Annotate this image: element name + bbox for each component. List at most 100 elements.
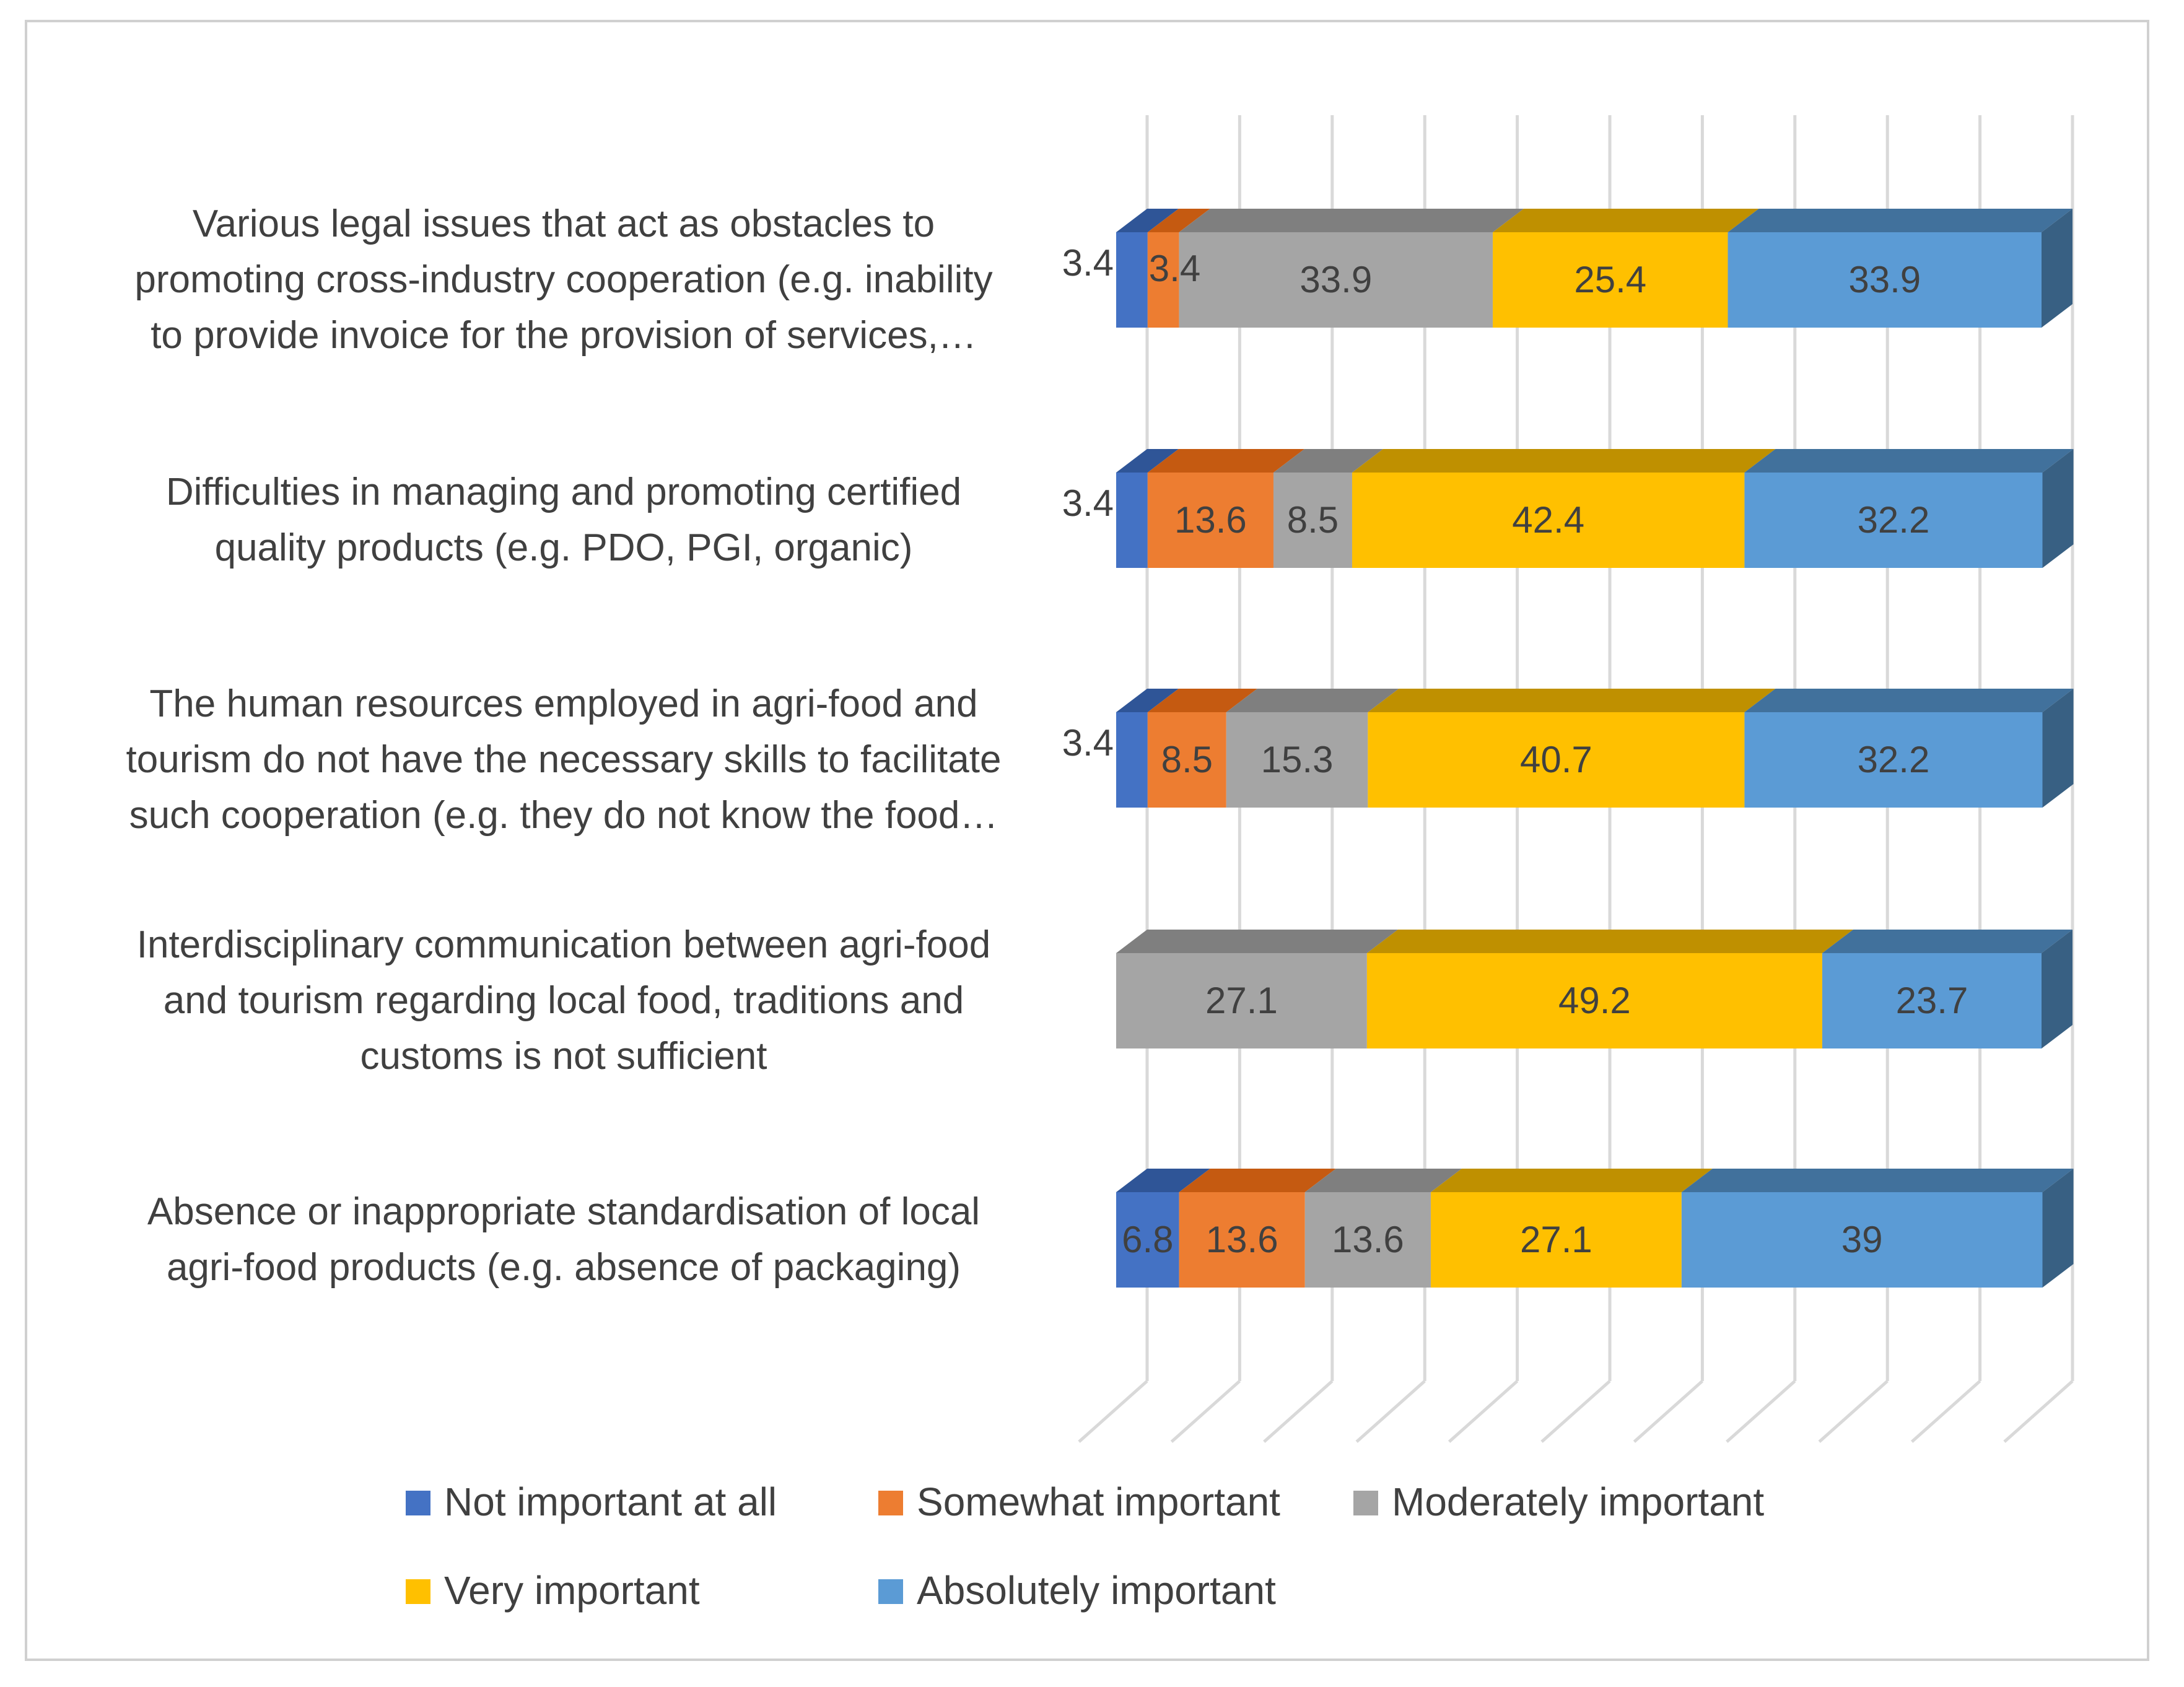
category-label: customs is not sufficient bbox=[360, 1035, 767, 1078]
data-label: 27.1 bbox=[1205, 980, 1278, 1021]
bar-top-absolutely-important bbox=[1744, 689, 2074, 712]
data-label: 8.5 bbox=[1161, 739, 1213, 780]
data-label: 42.4 bbox=[1512, 499, 1584, 541]
data-label: 6.8 bbox=[1122, 1219, 1173, 1260]
bar-very-important bbox=[1368, 712, 1745, 808]
bar-top-moderately-important bbox=[1116, 930, 1398, 953]
bar-not-important-at-all bbox=[1116, 1192, 1179, 1288]
bar-moderately-important bbox=[1304, 1192, 1431, 1288]
bar-very-important bbox=[1352, 473, 1745, 568]
bar-somewhat-important bbox=[1179, 1192, 1305, 1288]
data-label: 3.4 bbox=[1062, 722, 1114, 764]
bar-side bbox=[2042, 209, 2073, 328]
data-label: 13.6 bbox=[1206, 1219, 1278, 1260]
bar-not-important-at-all bbox=[1116, 473, 1148, 568]
bar-top-moderately-important bbox=[1304, 1169, 1462, 1192]
data-label: 13.6 bbox=[1332, 1219, 1404, 1260]
gridline-floor bbox=[1540, 1380, 1611, 1443]
data-label: 33.9 bbox=[1299, 259, 1372, 300]
data-label: 3.4 bbox=[1062, 482, 1114, 524]
category-labels: Various legal issues that act as obstacl… bbox=[126, 203, 1002, 1289]
bar-top-not-important-at-all bbox=[1116, 209, 1179, 232]
data-label: 23.7 bbox=[1896, 980, 1968, 1021]
gridline-floor bbox=[1910, 1380, 1981, 1443]
legend-swatch-very-important bbox=[406, 1579, 430, 1604]
bar-top-absolutely-important bbox=[1822, 930, 2073, 953]
bar-top-absolutely-important bbox=[1681, 1169, 2074, 1192]
category-label: tourism do not have the necessary skills… bbox=[126, 738, 1002, 781]
data-label: 25.4 bbox=[1574, 259, 1646, 300]
category-label: Various legal issues that act as obstacl… bbox=[193, 203, 935, 245]
legend-swatch-not-important-at-all bbox=[406, 1491, 430, 1515]
bar-absolutely-important bbox=[1728, 232, 2042, 328]
gridline-floor bbox=[1078, 1380, 1148, 1443]
bar-very-important bbox=[1493, 232, 1728, 328]
bar-side bbox=[2042, 930, 2073, 1048]
bar-top-very-important bbox=[1366, 930, 1853, 953]
data-label: 3.4 bbox=[1062, 242, 1114, 284]
bar-top-moderately-important bbox=[1273, 449, 1383, 473]
bar-side bbox=[2042, 1169, 2074, 1288]
bar-moderately-important bbox=[1226, 712, 1368, 808]
data-label: 15.3 bbox=[1261, 739, 1334, 780]
gridline-floor bbox=[1355, 1380, 1426, 1443]
category-label: Difficulties in managing and promoting c… bbox=[166, 471, 961, 513]
data-label: 27.1 bbox=[1520, 1219, 1592, 1260]
bar-top-very-important bbox=[1430, 1169, 1713, 1192]
bar-absolutely-important bbox=[1822, 953, 2042, 1048]
gridline-floor bbox=[1170, 1380, 1241, 1443]
bar-somewhat-important bbox=[1147, 473, 1273, 568]
legend-label-very-important: Very important bbox=[444, 1568, 700, 1613]
data-label: 3.4 bbox=[1149, 248, 1200, 289]
bar-top-moderately-important bbox=[1226, 689, 1399, 712]
bar-not-important-at-all bbox=[1116, 232, 1148, 328]
category-label: promoting cross-industry cooperation (e.… bbox=[134, 258, 992, 301]
category-label: Interdisciplinary communication between … bbox=[137, 923, 990, 966]
bar-moderately-important bbox=[1116, 953, 1367, 1048]
category-label: such cooperation (e.g. they do not know … bbox=[129, 794, 998, 837]
data-label: 33.9 bbox=[1848, 259, 1921, 300]
data-label: 40.7 bbox=[1520, 739, 1592, 780]
category-label: The human resources employed in agri-foo… bbox=[149, 682, 977, 725]
gridline-floor bbox=[1633, 1380, 1704, 1443]
legend-swatch-somewhat-important bbox=[878, 1491, 903, 1515]
bar-absolutely-important bbox=[1681, 1192, 2043, 1288]
category-label: Absence or inappropriate standardisation… bbox=[147, 1190, 980, 1233]
gridline-floor bbox=[1726, 1380, 1796, 1443]
bar-moderately-important bbox=[1179, 232, 1493, 328]
bar-absolutely-important bbox=[1744, 473, 2043, 568]
bar-side bbox=[2042, 689, 2074, 808]
bar-top-somewhat-important bbox=[1179, 1169, 1336, 1192]
bar-top-moderately-important bbox=[1179, 209, 1524, 232]
bar-absolutely-important bbox=[1744, 712, 2043, 808]
bar-very-important bbox=[1430, 1192, 1682, 1288]
data-label: 39 bbox=[1841, 1219, 1883, 1260]
bar-somewhat-important bbox=[1147, 712, 1226, 808]
bar-not-important-at-all bbox=[1116, 712, 1148, 808]
bars: 3.4 3.4 33.9 25.4 33.9 3.4 13.6 8.5 42.4 32.2 3.4 8… bbox=[1062, 209, 2074, 1288]
bar-top-not-important-at-all bbox=[1116, 1169, 1210, 1192]
bar-moderately-important bbox=[1273, 473, 1352, 568]
data-label: 13.6 bbox=[1174, 499, 1247, 541]
category-label: to provide invoice for the provision of … bbox=[151, 314, 977, 357]
bar-top-not-important-at-all bbox=[1116, 449, 1179, 473]
gridline-floor bbox=[1263, 1380, 1334, 1443]
bar-top-somewhat-important bbox=[1147, 689, 1257, 712]
category-label: quality products (e.g. PDO, PGI, organic… bbox=[215, 526, 913, 569]
bar-top-absolutely-important bbox=[1728, 209, 2073, 232]
bar-top-somewhat-important bbox=[1147, 209, 1210, 232]
bar-top-somewhat-important bbox=[1147, 449, 1304, 473]
bar-top-very-important bbox=[1493, 209, 1759, 232]
bar-somewhat-important bbox=[1147, 232, 1179, 328]
bar-top-not-important-at-all bbox=[1116, 689, 1179, 712]
bar-top-absolutely-important bbox=[1744, 449, 2074, 473]
data-label: 8.5 bbox=[1287, 499, 1339, 541]
category-label: and tourism regarding local food, tradit… bbox=[164, 979, 964, 1022]
bar-top-very-important bbox=[1368, 689, 1776, 712]
data-label: 49.2 bbox=[1558, 980, 1631, 1021]
data-label: 32.2 bbox=[1858, 499, 1930, 541]
legend-label-somewhat-important: Somewhat important bbox=[917, 1480, 1280, 1524]
data-label: 32.2 bbox=[1858, 739, 1930, 780]
category-label: agri-food products (e.g. absence of pack… bbox=[167, 1246, 961, 1289]
